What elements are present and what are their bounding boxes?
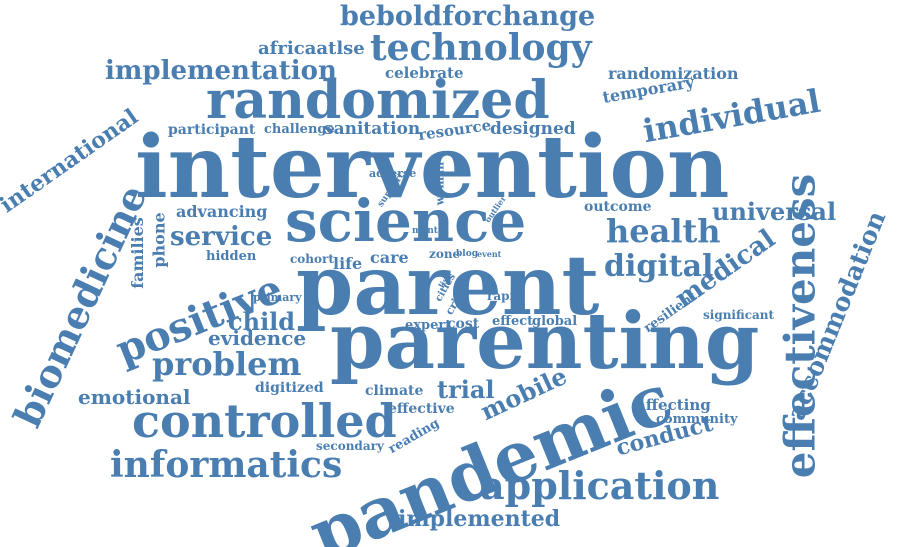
word-cost: cost bbox=[447, 316, 480, 332]
word-sanitation: sanitation bbox=[324, 119, 421, 139]
word-climate: climate bbox=[365, 383, 424, 399]
word-universal: universal bbox=[712, 197, 837, 226]
word-cohort: cohort bbox=[290, 252, 334, 266]
word-woman: woman bbox=[433, 161, 447, 206]
word-blog: blog bbox=[456, 249, 479, 259]
word-mental: mental bbox=[412, 226, 448, 236]
word-significant: significant bbox=[703, 308, 775, 322]
word-expert: expert bbox=[405, 318, 452, 333]
word-adverse: adverse bbox=[369, 167, 417, 180]
word-digital: digital bbox=[604, 249, 714, 284]
word-care: care bbox=[370, 248, 409, 267]
word-application: application bbox=[480, 463, 720, 508]
word-intervention: intervention bbox=[135, 117, 730, 218]
word-controlled: controlled bbox=[132, 394, 397, 448]
word-effective: effective bbox=[388, 401, 455, 417]
word-problem: problem bbox=[152, 345, 302, 383]
word-implementation: implementation bbox=[105, 56, 337, 86]
word-affecting: affecting bbox=[636, 396, 711, 414]
word-evidence: evidence bbox=[208, 326, 307, 350]
word-zone: zone bbox=[429, 247, 461, 261]
word-emotional: emotional bbox=[78, 385, 191, 409]
word-families: families bbox=[127, 217, 147, 289]
word-designed: designed bbox=[490, 119, 576, 139]
word-effect: effect bbox=[492, 314, 534, 329]
word-participant: participant bbox=[168, 122, 256, 138]
word-rapid: rapid bbox=[487, 289, 523, 303]
word-parent: parent bbox=[296, 238, 600, 334]
word-informatics: informatics bbox=[110, 444, 343, 486]
word-community: community bbox=[656, 412, 738, 427]
word-life: life bbox=[333, 254, 363, 273]
word-trial: trial bbox=[437, 375, 495, 404]
word-secondary: secondary bbox=[316, 439, 384, 453]
word-randomization: randomization bbox=[608, 64, 739, 83]
word-implemented: implemented bbox=[398, 506, 561, 532]
word-service: service bbox=[170, 222, 273, 252]
word-hidden: hidden bbox=[206, 249, 257, 264]
word-global: global bbox=[532, 314, 578, 329]
word-outcome: outcome bbox=[584, 199, 652, 215]
word-advancing: advancing bbox=[176, 202, 268, 221]
word-health: health bbox=[606, 212, 721, 250]
word-parenting: parenting bbox=[330, 296, 760, 387]
word-event: event bbox=[477, 249, 502, 259]
word-primary: primary bbox=[253, 291, 302, 304]
word-technology: technology bbox=[370, 27, 592, 69]
word-beboldforchange: beboldforchange bbox=[340, 1, 596, 32]
word-science: science bbox=[285, 187, 527, 255]
word-phone: phone bbox=[149, 212, 169, 268]
word-child: child bbox=[228, 307, 296, 336]
word-challenge: challenge bbox=[264, 122, 335, 137]
word-celebrate: celebrate bbox=[385, 64, 464, 82]
word-africaatlse: africaatlse bbox=[258, 38, 365, 59]
word-digitized: digitized bbox=[255, 380, 324, 396]
word-randomized: randomized bbox=[206, 70, 550, 131]
